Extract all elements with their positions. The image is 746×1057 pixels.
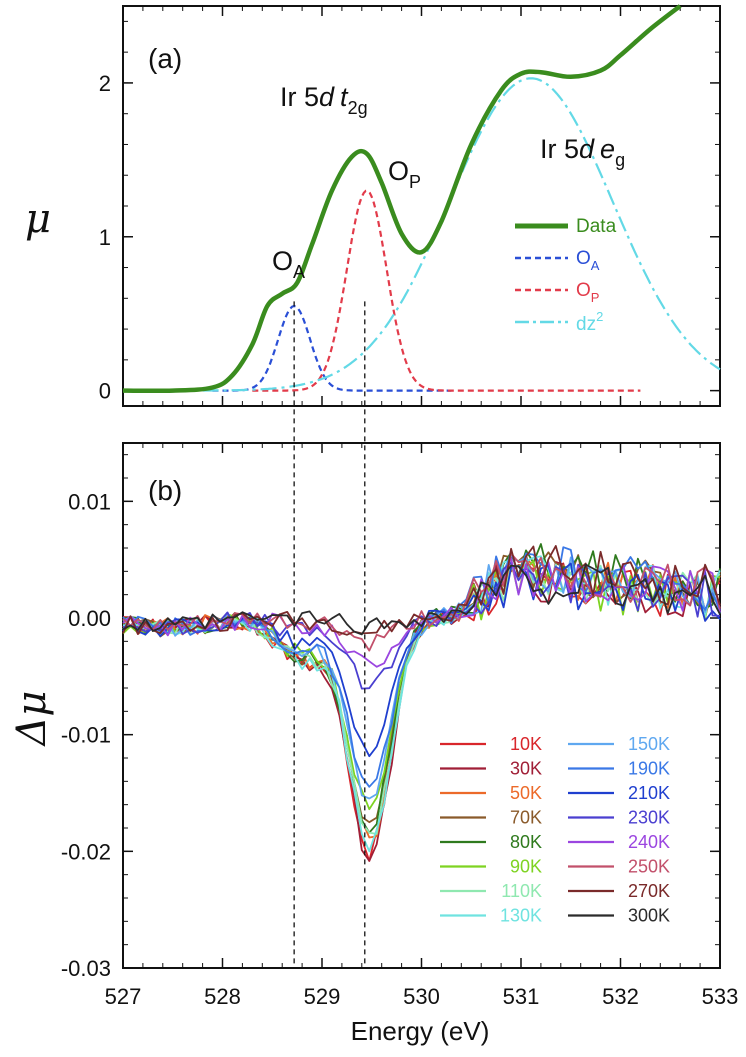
ytick-label-b: 0.01 [68,489,111,514]
ytick-label-b: -0.03 [61,956,111,981]
ytick-label-a: 1 [99,225,111,250]
legend-b-label-50K: 50K [510,783,542,803]
annotation-t2g-t: t [340,82,349,112]
legend-b-label-80K: 80K [510,832,542,852]
legend-b-label-210K: 210K [628,783,670,803]
guide-lines [293,301,366,968]
panel-a-frame [122,5,721,407]
legend-b-label-190K: 190K [628,759,670,779]
legend-a-label-op-sub: P [591,290,600,305]
curve-300K [122,563,721,636]
panel-label-a: (a) [148,43,182,74]
ytick-label-b: -0.01 [61,723,111,748]
curve-150K [122,554,721,800]
annotation-OA: OA [272,246,305,282]
legend-b: 10K 30K 50K 70K 80K 90K 110K 130K 150K 190K 210K 23… [440,734,670,926]
xtick-label: 529 [304,984,341,1009]
legend-b-label-250K: 250K [628,857,670,877]
panel-a-ticks: 0 1 2 [99,6,721,406]
xtick-label: 528 [204,984,241,1009]
annotation-t2g-base: Ir 5 [280,82,319,112]
curve-210K [122,562,721,758]
legend-a-label-dz2-sup: 2 [596,309,603,324]
legend-b-label-270K: 270K [628,881,670,901]
xtick-label: 532 [602,984,639,1009]
legend-a-label-data: Data [576,216,617,237]
panel-b-series [122,543,721,862]
annotation-OA-sub: A [293,262,305,282]
annotation-OP: OP [388,156,421,192]
legend-b-label-70K: 70K [510,808,542,828]
xtick-label: 530 [403,984,440,1009]
legend-a-label-dz2: dz2 [576,309,603,335]
curve-OA [212,304,452,392]
legend-a-label-oa-base: O [576,248,591,269]
panel-b-ticks: 527 528 529 530 531 532 533 -0.03 -0.02 -0.01 0.00… [61,443,739,1009]
annotation-eg-e: e [600,134,615,164]
legend-a-label-op: OP [576,280,599,305]
ylabel-a: μ [25,196,51,242]
curve-data [122,4,682,394]
legend-b-label-30K: 30K [510,759,542,779]
xtick-label: 527 [105,984,142,1009]
legend-b-label-150K: 150K [628,734,670,754]
annotation-eg-d: d [579,134,595,164]
legend-b-label-10K: 10K [510,734,542,754]
legend-a-label-oa: OA [576,248,600,273]
curve-270K [122,545,721,636]
annotation-t2g-d: d [319,82,335,112]
curve-250K [122,552,721,652]
annotation-eg-sub: g [615,150,625,170]
panel-a-series [122,4,721,394]
legend-a-label-op-base: O [576,280,591,301]
ylabel-b: Δμ [9,691,55,748]
ytick-label-b: 0.00 [68,606,111,631]
legend-b-label-300K: 300K [628,906,670,926]
annotation-eg-base: Ir 5 [540,134,579,164]
annotation-OP-sub: P [409,172,421,192]
annotation-eg: Ir 5d eg [540,134,625,170]
panel-label-b: (b) [148,475,182,506]
legend-b-label-130K: 130K [500,906,542,926]
legend-b-label-90K: 90K [510,857,542,877]
ytick-label-b: -0.02 [61,839,111,864]
annotation-OA-base: O [272,246,293,276]
ytick-label-a: 2 [99,71,111,96]
annotation-OP-base: O [388,156,409,186]
legend-b-label-230K: 230K [628,808,670,828]
xtick-label: 533 [702,984,739,1009]
xlabel: Energy (eV) [351,1016,490,1046]
legend-b-label-110K: 110K [501,881,542,901]
ytick-label-a: 0 [99,379,111,404]
curve-dz2 [202,77,721,392]
legend-a-label-dz2-base: dz [576,314,596,335]
legend-a-label-oa-sub: A [591,258,600,273]
xtick-label: 531 [503,984,540,1009]
legend-a: Data OA OP dz2 [515,216,617,335]
legend-b-label-240K: 240K [628,832,670,852]
annotation-t2g-sub: 2g [348,98,368,118]
annotation-t2g: Ir 5d t2g [280,82,368,118]
